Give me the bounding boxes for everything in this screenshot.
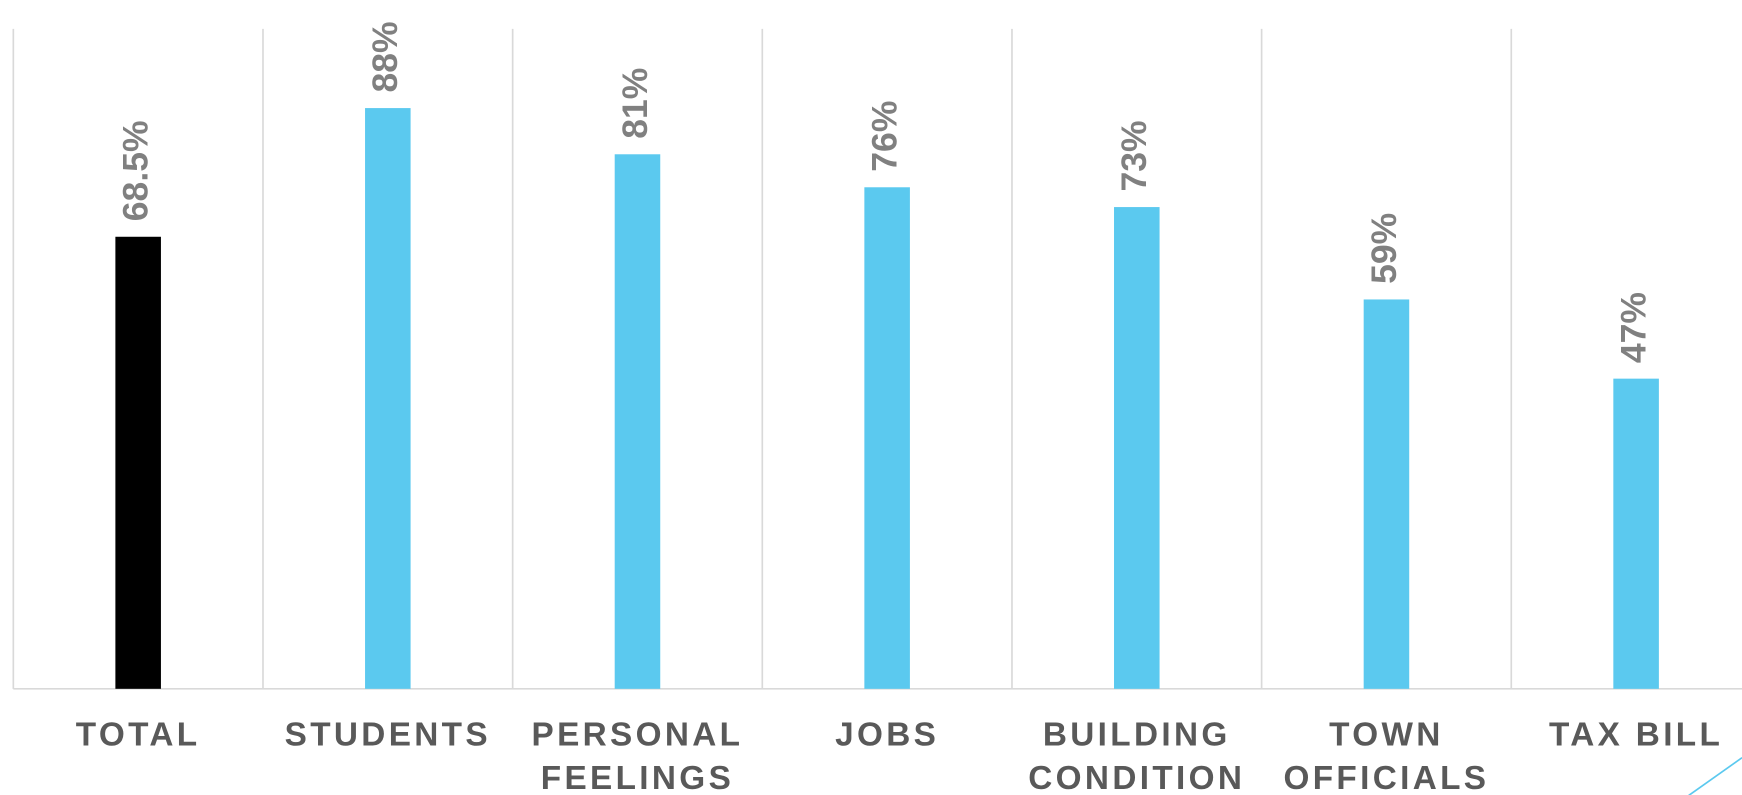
bar bbox=[365, 108, 411, 689]
x-tick-label: TAX BILL bbox=[1549, 716, 1724, 754]
bar bbox=[1613, 378, 1659, 689]
bar bbox=[864, 187, 910, 689]
x-tick-label: BUILDING CONDITION bbox=[1028, 716, 1246, 795]
value-label: 88% bbox=[365, 21, 405, 92]
x-tick-label: PERSONAL FEELINGS bbox=[531, 716, 744, 795]
bar bbox=[115, 236, 161, 689]
value-label: 68.5% bbox=[116, 120, 156, 221]
bar bbox=[614, 154, 661, 689]
bar bbox=[1363, 299, 1410, 689]
value-label: 47% bbox=[1613, 292, 1653, 363]
bar bbox=[1114, 207, 1160, 689]
value-label: 76% bbox=[865, 101, 905, 172]
x-tick-label: TOTAL bbox=[75, 716, 201, 754]
x-tick-label: STUDENTS bbox=[284, 716, 491, 754]
x-tick-label: TOWN OFFICIALS bbox=[1283, 716, 1490, 795]
value-label: 73% bbox=[1114, 120, 1154, 191]
decor-line bbox=[1688, 757, 1742, 795]
x-tick-label: JOBS bbox=[835, 716, 940, 754]
value-label: 59% bbox=[1364, 213, 1404, 284]
value-label: 81% bbox=[615, 68, 655, 139]
